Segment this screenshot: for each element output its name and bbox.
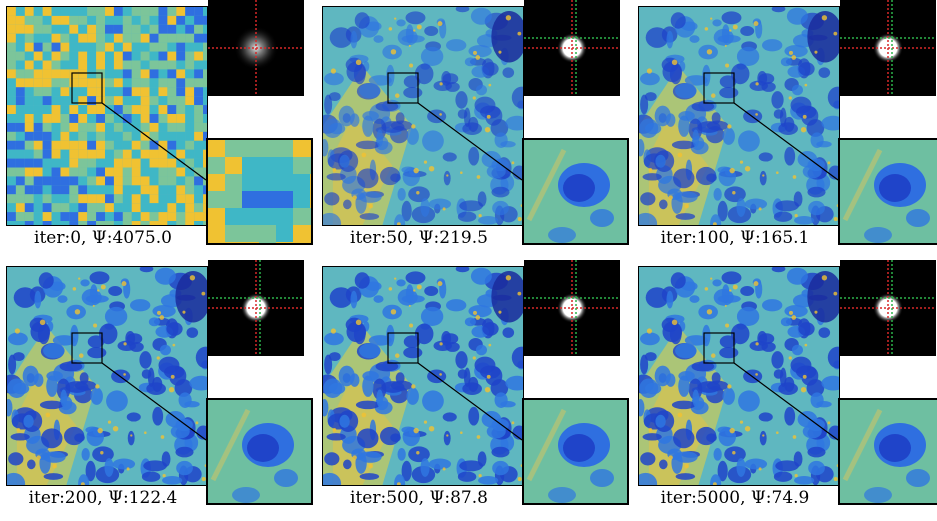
psf-kernel-image (208, 0, 304, 96)
psf-kernel-inset (524, 0, 620, 96)
reconstruction-image (639, 267, 839, 485)
panel-iter-5000: iter:5000, Ψ:74.9 (632, 260, 937, 520)
iteration-caption: iter:500, Ψ:87.8 (350, 488, 488, 508)
zoom-inset-image (840, 400, 937, 503)
iteration-caption: iter:0, Ψ:4075.0 (34, 228, 172, 248)
panel-iter-0: iter:0, Ψ:4075.0 (0, 0, 313, 260)
panel-iter-100: iter:100, Ψ:165.1 (632, 0, 937, 260)
psf-kernel-image (840, 0, 936, 96)
reconstruction-map (638, 266, 840, 486)
zoom-inset-image (524, 140, 627, 243)
psf-kernel-image (840, 260, 936, 356)
psf-kernel-image (524, 0, 620, 96)
psf-kernel-image (208, 260, 304, 356)
panel-iter-50: iter:50, Ψ:219.5 (316, 0, 629, 260)
zoom-inset-image (524, 400, 627, 503)
reconstruction-image (7, 267, 207, 485)
iteration-caption: iter:5000, Ψ:74.9 (660, 488, 810, 508)
psf-kernel-inset (840, 260, 936, 356)
iteration-caption: iter:50, Ψ:219.5 (350, 228, 488, 248)
zoom-inset-image (840, 140, 937, 243)
zoom-inset-image (208, 140, 311, 243)
zoom-inset (522, 138, 629, 245)
psf-kernel-inset (524, 260, 620, 356)
zoom-inset (522, 398, 629, 505)
psf-kernel-inset (208, 0, 304, 96)
zoom-inset-image (208, 400, 311, 503)
psf-kernel-inset (840, 0, 936, 96)
zoom-inset (838, 398, 937, 505)
zoom-inset (206, 398, 313, 505)
reconstruction-image (639, 7, 839, 225)
reconstruction-map (322, 266, 524, 486)
reconstruction-map (638, 6, 840, 226)
psf-kernel-inset (208, 260, 304, 356)
reconstruction-image (323, 7, 523, 225)
iteration-caption: iter:200, Ψ:122.4 (28, 488, 178, 508)
reconstruction-image (7, 7, 207, 225)
panel-iter-200: iter:200, Ψ:122.4 (0, 260, 313, 520)
reconstruction-map (6, 266, 208, 486)
reconstruction-image (323, 267, 523, 485)
zoom-inset (206, 138, 313, 245)
reconstruction-map (6, 6, 208, 226)
panel-iter-500: iter:500, Ψ:87.8 (316, 260, 629, 520)
psf-kernel-image (524, 260, 620, 356)
zoom-inset (838, 138, 937, 245)
reconstruction-map (322, 6, 524, 226)
iteration-caption: iter:100, Ψ:165.1 (660, 228, 810, 248)
